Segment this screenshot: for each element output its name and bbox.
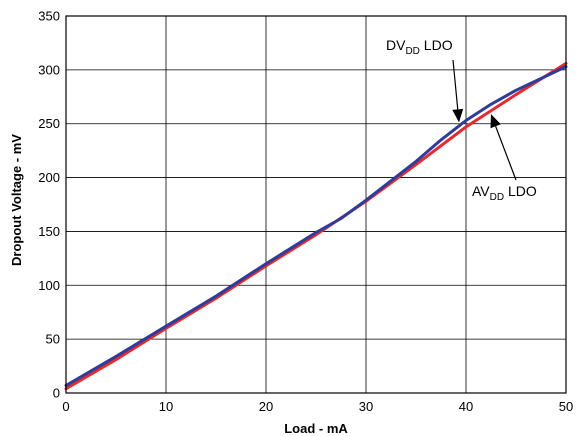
y-tick-label: 300 xyxy=(38,62,60,77)
annotation-arrowhead xyxy=(452,108,464,123)
x-tick-label: 20 xyxy=(259,399,273,414)
y-tick-label: 350 xyxy=(38,9,60,24)
annotation-arrowhead xyxy=(490,114,501,129)
annotation-arrow-line xyxy=(452,59,459,110)
x-tick-label: 0 xyxy=(62,399,69,414)
y-tick-label: 150 xyxy=(38,224,60,239)
x-tick-label: 50 xyxy=(559,399,573,414)
y-tick-label: 50 xyxy=(46,332,60,347)
x-tick-label: 30 xyxy=(359,399,373,414)
plot-frame xyxy=(65,15,567,394)
annotation-arrow-line xyxy=(495,126,517,181)
y-axis-label: Dropout Voltage - mV xyxy=(9,134,24,266)
series-line-dvdd-ldo xyxy=(64,65,568,387)
x-tick-label: 10 xyxy=(159,399,173,414)
annotation-label: AVDD LDO xyxy=(472,183,537,203)
series-lines xyxy=(64,61,568,391)
annotations: DVDD LDO AVDD LDO xyxy=(386,37,537,203)
annotation-label: DVDD LDO xyxy=(386,37,453,57)
grid xyxy=(66,16,566,393)
y-tick-label: 0 xyxy=(53,386,60,401)
series-line-avdd-ldo xyxy=(64,61,568,391)
x-tick-label: 40 xyxy=(459,399,473,414)
y-tick-label: 100 xyxy=(38,278,60,293)
y-tick-label: 250 xyxy=(38,116,60,131)
x-tick-labels: 0 10 20 30 40 50 xyxy=(62,399,573,414)
y-tick-label: 200 xyxy=(38,170,60,185)
x-axis-label: Load - mA xyxy=(284,421,348,436)
y-tick-labels: 0 50 100 150 200 250 300 350 xyxy=(38,9,60,401)
